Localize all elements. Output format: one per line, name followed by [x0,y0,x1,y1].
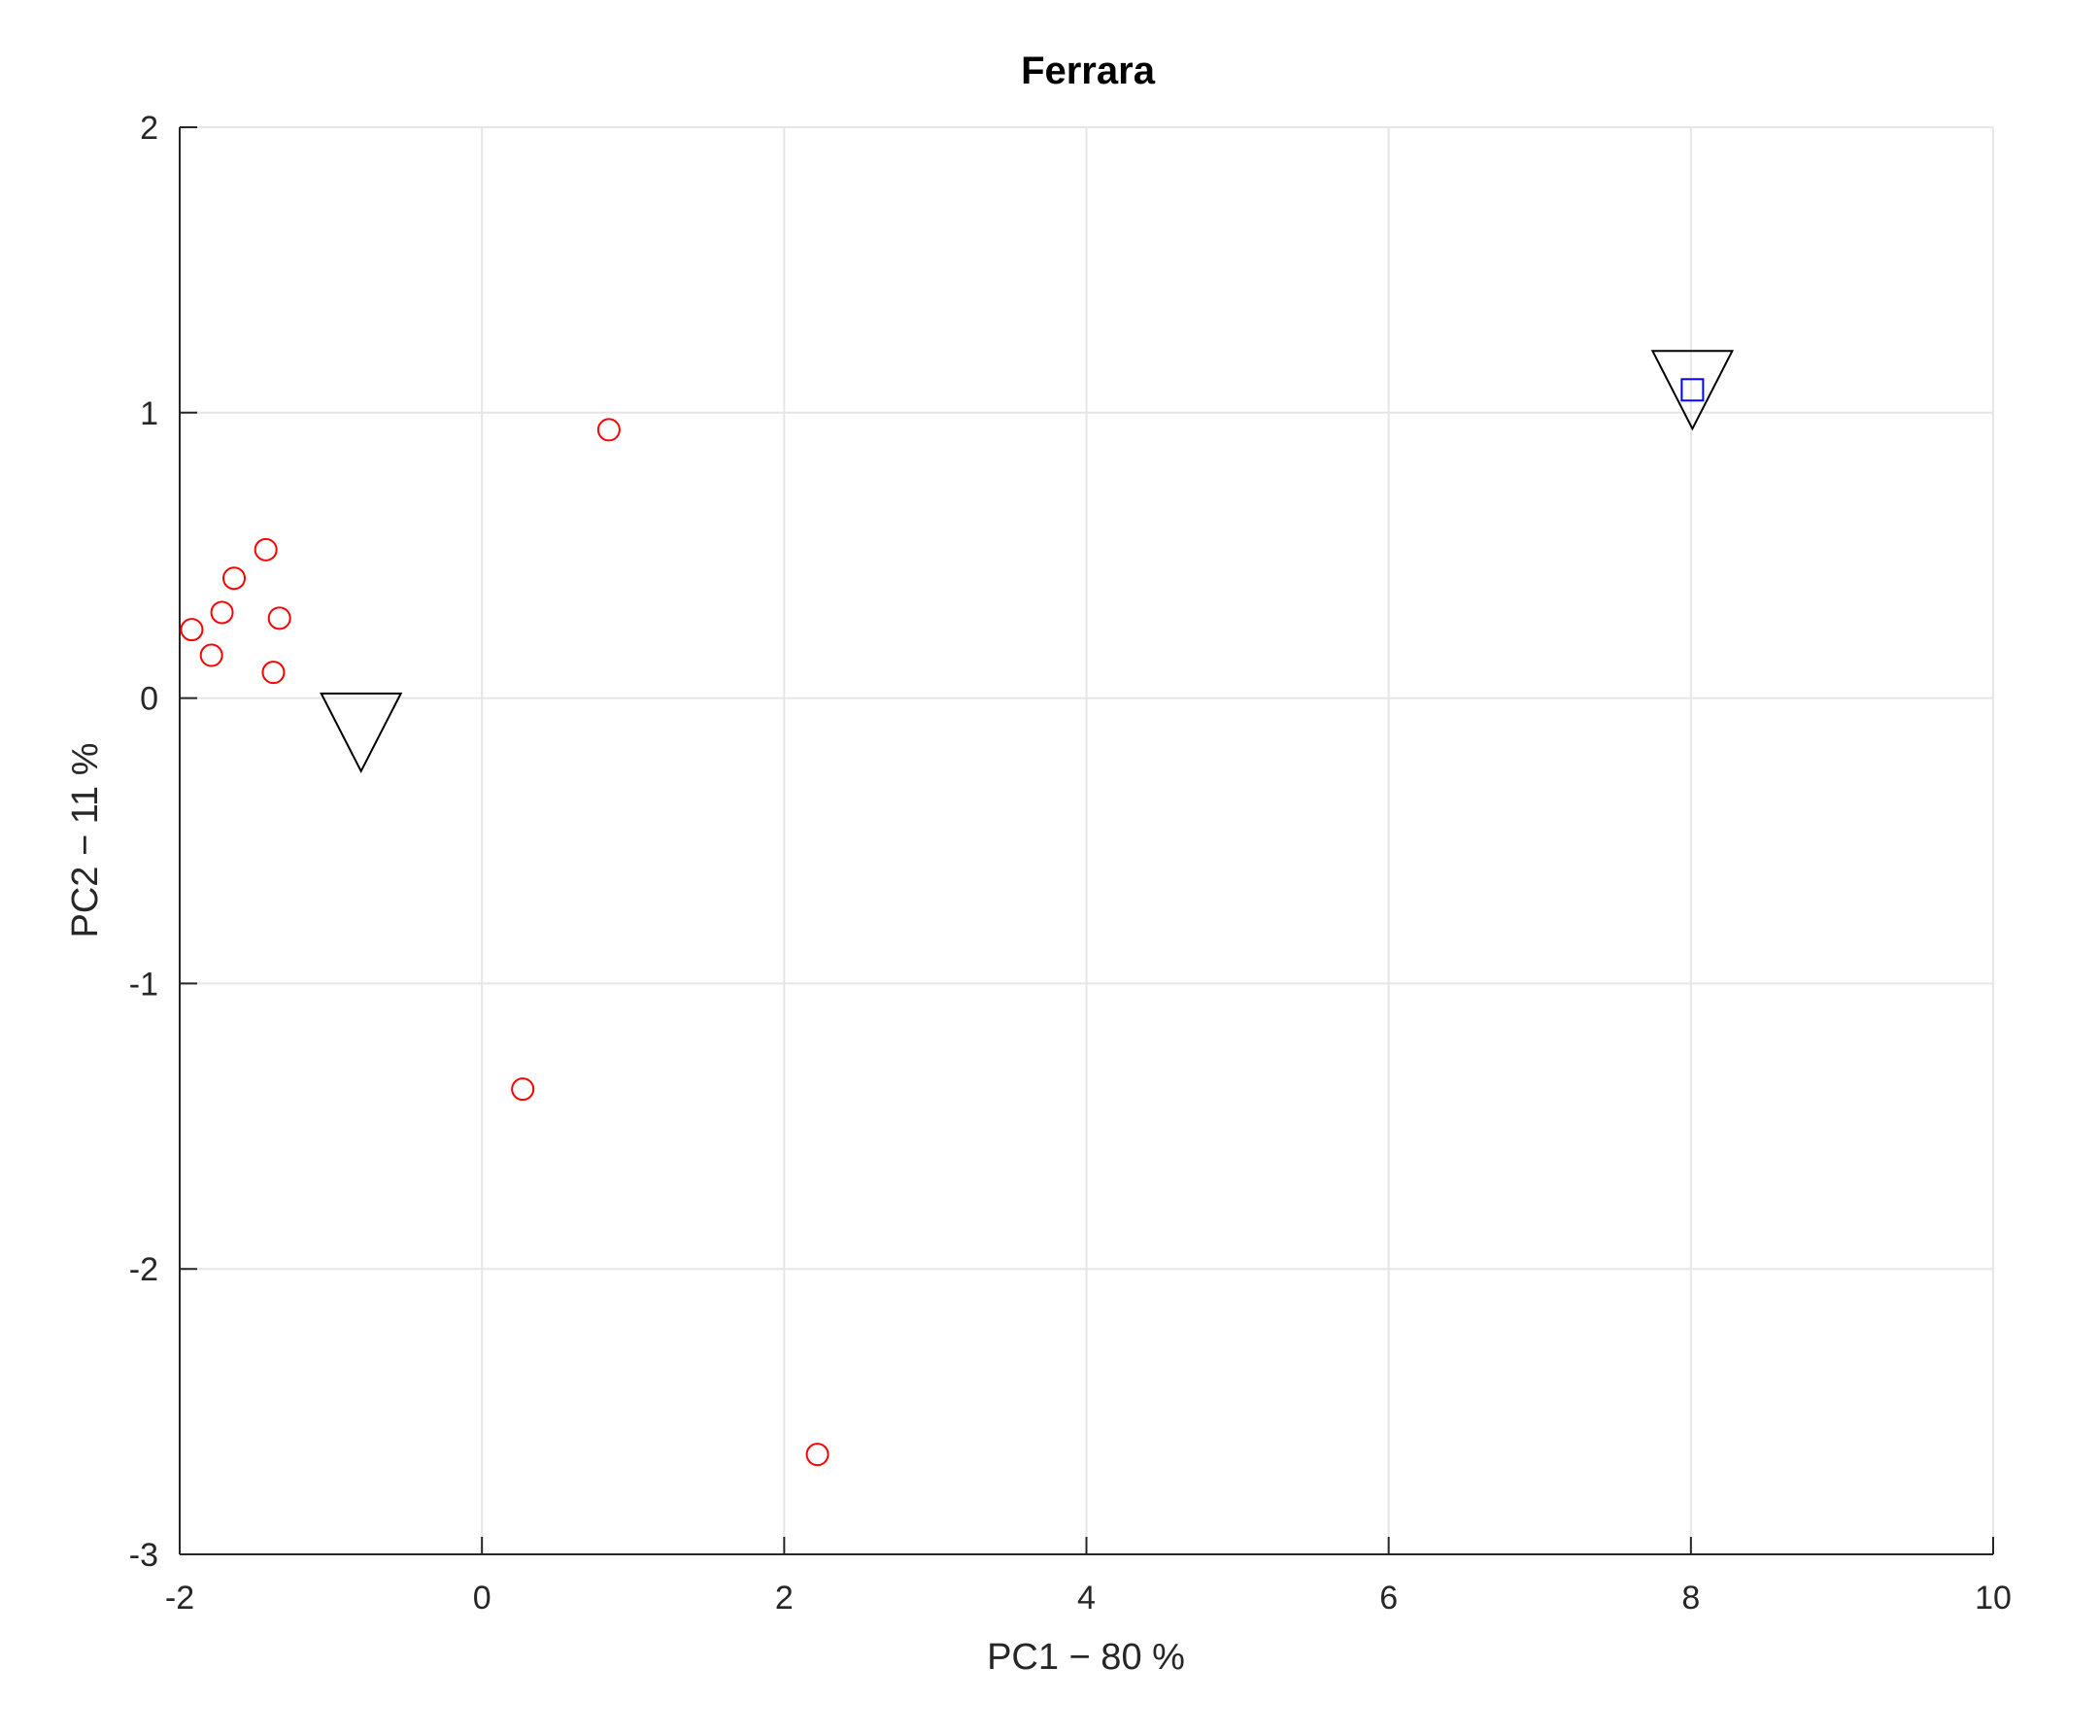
data-point-circle [596,418,621,442]
y-tick-label: -1 [129,966,158,1003]
data-point-triangle [1650,350,1735,431]
data-point-circle [180,618,204,642]
x-tick-label: 0 [473,1580,491,1617]
y-tick-labels: -3 -2 -1 0 1 2 [129,110,158,1574]
data-point-circle [267,606,291,630]
axes [179,126,1994,1555]
x-tick-label: -2 [165,1580,194,1617]
x-tick-label: 10 [1975,1580,2012,1617]
data-point-triangle [320,692,403,774]
y-tick-label: 1 [140,395,158,432]
y-tick-label: 2 [140,110,158,147]
y-tick-label: -2 [129,1251,158,1288]
y-axis-label: PC2 − 11 % [65,742,106,937]
y-tick-label: 0 [140,681,158,718]
data-marks [180,350,1735,1467]
x-tick-label: 2 [775,1580,794,1617]
grid-lines [180,126,1994,1554]
chart-title: Ferrara [1021,50,1156,92]
data-point-circle [254,537,278,562]
y-tick-label: -3 [129,1537,158,1574]
data-point-circle [511,1077,535,1102]
x-tick-label: 8 [1681,1580,1700,1617]
data-point-square [1680,378,1705,402]
data-point-circle [199,643,223,667]
data-point-circle [261,661,286,685]
x-tick-label: 6 [1379,1580,1398,1617]
x-tick-label: 4 [1077,1580,1096,1617]
x-axis-label: PC1 − 80 % [987,1637,1185,1678]
data-point-circle [222,566,247,591]
data-point-circle [805,1443,830,1467]
x-tick-labels: -2 0 2 4 6 8 10 [165,1580,2012,1617]
data-point-circle [210,600,234,625]
